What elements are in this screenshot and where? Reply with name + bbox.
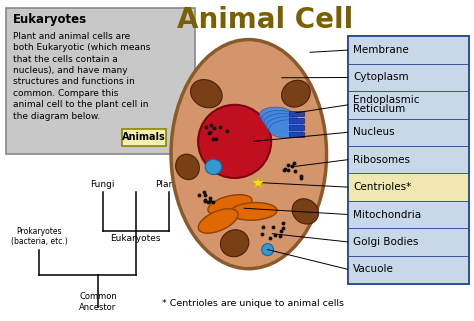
FancyBboxPatch shape: [348, 146, 468, 173]
Text: Ribosomes: Ribosomes: [354, 155, 410, 165]
FancyBboxPatch shape: [348, 118, 468, 146]
FancyBboxPatch shape: [6, 8, 195, 154]
Text: Membrane: Membrane: [354, 45, 409, 55]
FancyBboxPatch shape: [348, 228, 468, 256]
FancyBboxPatch shape: [348, 201, 468, 228]
Text: Plant and animal cells are
both Eukaryotic (which means
that the cells contain a: Plant and animal cells are both Eukaryot…: [13, 32, 151, 121]
Text: Cytoplasm: Cytoplasm: [354, 73, 409, 82]
Text: Endoplasmic
Reticulum: Endoplasmic Reticulum: [354, 96, 420, 114]
Text: Fungi: Fungi: [91, 180, 115, 189]
Text: Animals: Animals: [122, 133, 166, 143]
Ellipse shape: [264, 114, 300, 131]
FancyBboxPatch shape: [348, 91, 468, 118]
Ellipse shape: [259, 107, 295, 125]
Text: Vacuole: Vacuole: [354, 264, 394, 274]
Text: Animal Cell: Animal Cell: [177, 6, 354, 34]
Ellipse shape: [262, 110, 297, 128]
FancyBboxPatch shape: [289, 118, 304, 123]
Text: Eukaryotes: Eukaryotes: [13, 13, 87, 26]
Ellipse shape: [191, 80, 222, 108]
Text: Centrioles*: Centrioles*: [354, 182, 411, 192]
Text: Nucleus: Nucleus: [354, 127, 395, 137]
FancyBboxPatch shape: [289, 111, 304, 116]
Ellipse shape: [266, 117, 302, 134]
Text: Common
Ancestor: Common Ancestor: [79, 292, 117, 312]
Ellipse shape: [269, 120, 304, 137]
Text: Mitochondria: Mitochondria: [354, 210, 421, 220]
FancyBboxPatch shape: [121, 129, 166, 146]
Ellipse shape: [171, 39, 327, 269]
Ellipse shape: [230, 203, 277, 220]
Ellipse shape: [176, 154, 200, 179]
FancyBboxPatch shape: [348, 36, 468, 283]
Text: Golgi Bodies: Golgi Bodies: [354, 237, 419, 247]
FancyBboxPatch shape: [348, 256, 468, 283]
Text: Prokaryotes
(bacteria, etc.): Prokaryotes (bacteria, etc.): [11, 227, 67, 247]
FancyBboxPatch shape: [348, 173, 468, 201]
Text: Plants: Plants: [155, 180, 182, 189]
Text: Eukaryotes: Eukaryotes: [110, 234, 161, 243]
FancyBboxPatch shape: [289, 132, 304, 137]
Ellipse shape: [262, 244, 273, 256]
FancyBboxPatch shape: [348, 36, 468, 64]
Ellipse shape: [198, 209, 238, 233]
Text: * Centrioles are unique to animal cells: * Centrioles are unique to animal cells: [163, 299, 345, 308]
Ellipse shape: [282, 80, 310, 107]
FancyBboxPatch shape: [348, 64, 468, 91]
Ellipse shape: [205, 159, 222, 175]
Ellipse shape: [292, 199, 319, 224]
FancyBboxPatch shape: [289, 125, 304, 130]
Ellipse shape: [198, 105, 271, 178]
Ellipse shape: [208, 195, 252, 215]
Ellipse shape: [220, 230, 249, 257]
